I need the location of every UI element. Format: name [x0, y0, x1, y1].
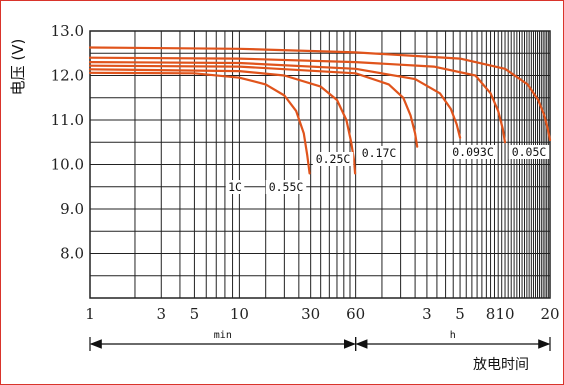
- curve-label: 0.05C: [512, 145, 547, 159]
- time-segments: min h: [89, 330, 551, 351]
- curve-label-bg: [508, 145, 550, 159]
- y-tick-label: 12.0: [51, 67, 84, 85]
- labels: 电压 (V) 放电时间 13.0 12.0 11.0 10.0 9.0 8.0 1 3 5 10 3…: [9, 22, 560, 373]
- plot-border: [89, 30, 551, 299]
- y-tick-label: 9.0: [60, 200, 84, 218]
- x-tick-label: 30: [301, 305, 320, 323]
- curve-label-bg: [265, 180, 307, 194]
- y-tick-label: 13.0: [51, 22, 84, 40]
- curve-label-bg: [312, 152, 354, 166]
- grid: [89, 30, 551, 299]
- curve-label-bg: [449, 145, 497, 159]
- curve-label-bg: [358, 146, 400, 160]
- x-tick-label: 5: [455, 305, 465, 323]
- x-tick-label: 10: [495, 305, 514, 323]
- segment-label: min: [214, 330, 232, 341]
- y-tick-label: 8.0: [60, 245, 84, 263]
- x-tick-label: 5: [190, 305, 200, 323]
- curve-label: 0.55C: [269, 180, 304, 194]
- curve-label: 0.25C: [316, 152, 351, 166]
- discharge-curve: [88, 64, 419, 148]
- y-axis-label: 电压 (V): [9, 39, 27, 96]
- segment-label: h: [450, 330, 456, 341]
- x-tick-label: 3: [422, 305, 432, 323]
- curves: 1C 0.55C 0.25C 0.17C 0.093C 0.05C: [88, 46, 552, 194]
- y-tick-label: 10.0: [51, 156, 84, 174]
- curve-label: 1C: [228, 180, 242, 194]
- curve-label-bg: [225, 180, 245, 194]
- discharge-curve: [88, 71, 311, 175]
- y-tick-label: 11.0: [51, 111, 84, 129]
- discharge-curve: [88, 46, 552, 142]
- discharge-curve: [88, 56, 507, 144]
- x-tick-label: 20: [540, 305, 559, 323]
- x-tick-label: 3: [157, 305, 167, 323]
- x-tick-label: 8: [486, 305, 496, 323]
- curve-label: 0.17C: [362, 146, 397, 160]
- x-axis-label: 放电时间: [473, 357, 529, 373]
- discharge-curve: [88, 61, 462, 139]
- x-tick-label: 1: [85, 305, 95, 323]
- curve-label: 0.093C: [452, 145, 494, 159]
- x-tick-label: 60: [346, 305, 365, 323]
- x-tick-label: 10: [230, 305, 249, 323]
